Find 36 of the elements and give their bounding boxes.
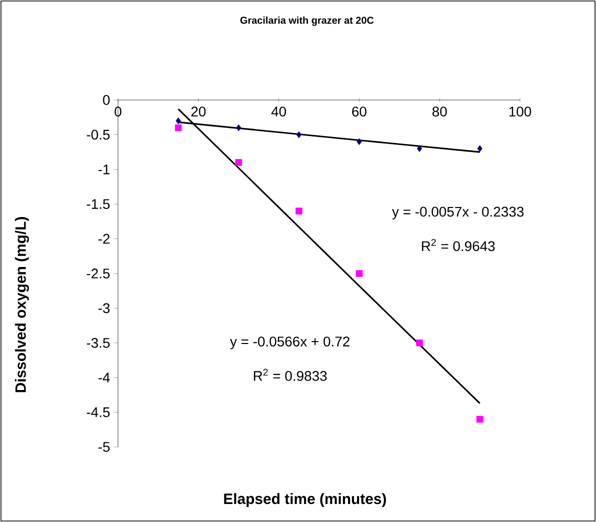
point: [176, 117, 181, 124]
x-tick-label: 100: [509, 106, 532, 117]
x-tick-label: 0: [114, 106, 122, 117]
annotation: y = -0.0566x + 0.72: [230, 336, 350, 350]
x-tick-label: 60: [352, 106, 366, 117]
point: [356, 138, 362, 146]
point: [235, 159, 242, 166]
annotation: y = -0.0057x - 0.2333: [392, 206, 524, 220]
y-tick-label: -4: [98, 372, 110, 382]
y-tick-label: -0.5: [86, 130, 110, 140]
y-tick-label: -3.5: [86, 338, 110, 348]
x-tick-label: 40: [271, 106, 286, 117]
y-tick-label: 0: [103, 95, 110, 105]
y-axis-title: Dissolved oxygen (mg/L): [14, 217, 29, 392]
point: [476, 416, 484, 423]
y-tick-label: -3: [98, 303, 110, 314]
y-tick-label: -4.5: [86, 407, 110, 418]
y-tick-label: -2.5: [86, 268, 110, 278]
point: [477, 145, 482, 152]
y-tick-label: -1.5: [86, 199, 110, 209]
x-tick-label: 20: [191, 106, 206, 117]
point: [416, 145, 422, 152]
point: [236, 124, 242, 132]
x-axis-title: Elapsed time (minutes): [224, 493, 386, 508]
y-tick-label: -1: [98, 164, 110, 174]
point: [416, 340, 423, 346]
y-tick-label: -5: [98, 442, 110, 452]
annotation: R$^{2}$ = 0.9643: [422, 238, 495, 252]
point: [356, 270, 363, 277]
point: [296, 131, 302, 138]
annotation: R$^{2}$ = 0.9833: [254, 368, 327, 381]
point: [174, 124, 182, 132]
chart-title: Gracilaria with grazer at 20C: [240, 16, 374, 26]
y-tick-label: -2: [98, 234, 110, 244]
x-tick-label: 80: [432, 106, 447, 117]
point: [296, 208, 302, 214]
